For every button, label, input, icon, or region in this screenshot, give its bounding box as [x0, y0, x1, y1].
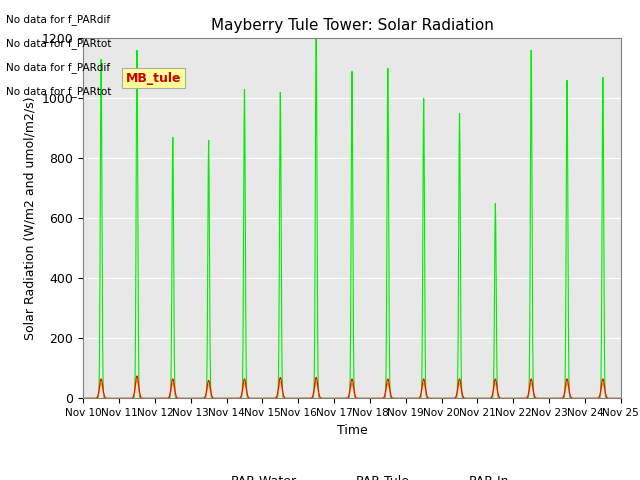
Legend: PAR Water, PAR Tule, PAR In: PAR Water, PAR Tule, PAR In	[191, 470, 513, 480]
Title: Mayberry Tule Tower: Solar Radiation: Mayberry Tule Tower: Solar Radiation	[211, 18, 493, 33]
Y-axis label: Solar Radiation (W/m2 and umol/m2/s): Solar Radiation (W/m2 and umol/m2/s)	[23, 96, 36, 340]
Text: No data for f_PARtot: No data for f_PARtot	[6, 38, 112, 49]
Text: MB_tule: MB_tule	[126, 72, 182, 84]
Text: No data for f_PARdif: No data for f_PARdif	[6, 14, 111, 25]
Text: No data for f_PARdif: No data for f_PARdif	[6, 62, 111, 73]
X-axis label: Time: Time	[337, 424, 367, 437]
Text: No data for f_PARtot: No data for f_PARtot	[6, 86, 112, 97]
